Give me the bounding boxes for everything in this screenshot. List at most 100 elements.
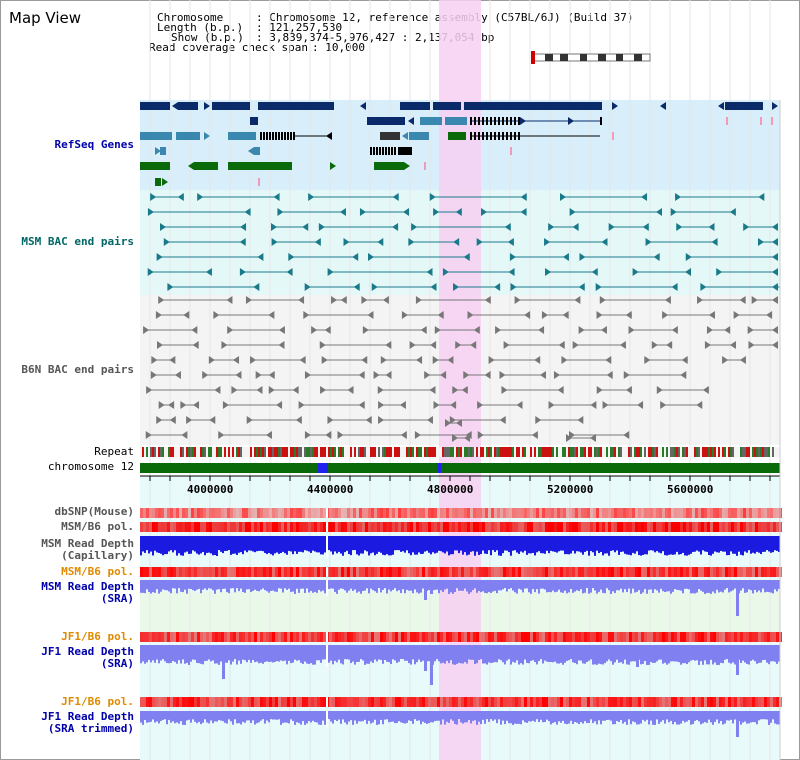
heat-cell bbox=[638, 522, 641, 532]
heat-cell bbox=[749, 567, 752, 577]
track-label-repeat[interactable]: Repeat bbox=[94, 445, 134, 458]
heat-cell bbox=[413, 508, 416, 518]
depth-bar bbox=[632, 645, 634, 662]
repeat-mark bbox=[212, 447, 214, 457]
heat-cell bbox=[509, 632, 512, 642]
depth-bar bbox=[414, 711, 416, 720]
track-label-msm-depth-sra-1[interactable]: MSM Read Depth bbox=[41, 580, 134, 593]
depth-bar bbox=[358, 536, 360, 556]
strand-arrow bbox=[150, 193, 157, 201]
heat-cell bbox=[737, 632, 740, 642]
repeat-mark bbox=[690, 447, 692, 457]
depth-bar bbox=[400, 580, 402, 594]
depth-bar bbox=[288, 645, 290, 661]
info-length-key: Length (b.p.) bbox=[157, 21, 244, 34]
track-label-chromosome[interactable]: chromosome 12 bbox=[47, 460, 134, 473]
heat-cell bbox=[485, 522, 488, 532]
repeat-mark bbox=[210, 447, 212, 457]
repeat-mark bbox=[668, 447, 670, 457]
strand-arrow bbox=[268, 386, 275, 394]
heat-cell bbox=[374, 632, 377, 642]
heat-cell bbox=[605, 567, 608, 577]
heat-cell bbox=[338, 522, 341, 532]
repeat-mark bbox=[376, 447, 378, 457]
heat-cell bbox=[155, 632, 158, 642]
heat-cell bbox=[404, 567, 407, 577]
heat-cell bbox=[653, 697, 656, 707]
heat-cell bbox=[443, 697, 446, 707]
heat-cell bbox=[218, 522, 221, 532]
heat-cell bbox=[599, 567, 602, 577]
depth-bar bbox=[146, 580, 148, 590]
depth-bar bbox=[504, 711, 506, 725]
depth-bar bbox=[540, 536, 542, 554]
depth-bar bbox=[412, 645, 414, 660]
strand-arrow bbox=[382, 296, 389, 304]
repeat-mark bbox=[622, 447, 624, 457]
track-label-jf1-b6-pol[interactable]: JF1/B6 pol. bbox=[61, 630, 134, 643]
depth-bar bbox=[310, 711, 312, 723]
track-label-jf1-depth-sra-1[interactable]: JF1 Read Depth bbox=[41, 645, 134, 658]
depth-bar bbox=[416, 580, 418, 593]
heat-cell bbox=[590, 508, 593, 518]
heat-cell bbox=[551, 697, 554, 707]
heat-cell bbox=[233, 522, 236, 532]
depth-bar bbox=[438, 711, 440, 721]
heat-cell bbox=[743, 567, 746, 577]
heat-cell bbox=[494, 567, 497, 577]
strand-arrow bbox=[501, 386, 508, 394]
track-label-msm-depth-capillary-1[interactable]: MSM Read Depth bbox=[41, 537, 134, 550]
depth-bar bbox=[536, 536, 538, 553]
track-label-dbsnp[interactable]: dbSNP(Mouse) bbox=[54, 505, 134, 518]
strand-arrow bbox=[367, 253, 374, 261]
heat-cell bbox=[575, 632, 578, 642]
track-label-jf1-depth-trimmed-1[interactable]: JF1 Read Depth bbox=[41, 710, 134, 723]
strand-arrow bbox=[331, 296, 338, 304]
heat-cell bbox=[428, 697, 431, 707]
strand-arrow bbox=[320, 386, 327, 394]
heat-cell bbox=[710, 522, 713, 532]
depth-bar bbox=[524, 536, 526, 551]
heat-cell bbox=[482, 697, 485, 707]
strand-arrow bbox=[420, 326, 427, 334]
repeat-mark bbox=[260, 447, 262, 457]
track-label-refseq[interactable]: RefSeq Genes bbox=[54, 138, 134, 151]
depth-bar bbox=[766, 711, 768, 720]
depth-bar bbox=[264, 536, 266, 553]
strand-arrow bbox=[248, 147, 254, 155]
depth-bar bbox=[140, 645, 142, 664]
heat-cell bbox=[155, 567, 158, 577]
depth-bar bbox=[194, 536, 196, 552]
depth-bar bbox=[314, 536, 316, 552]
depth-bar bbox=[494, 580, 496, 591]
track-label-msm-bac[interactable]: MSM BAC end pairs bbox=[21, 235, 134, 248]
heat-cell bbox=[686, 567, 689, 577]
strand-arrow bbox=[596, 386, 603, 394]
depth-bar bbox=[244, 580, 246, 593]
strand-arrow bbox=[606, 371, 613, 379]
heat-cell bbox=[380, 697, 383, 707]
depth-bar bbox=[238, 536, 240, 553]
heat-cell bbox=[680, 567, 683, 577]
track-label-msm-b6-pol[interactable]: MSM/B6 pol. bbox=[61, 520, 134, 533]
depth-bar bbox=[676, 536, 678, 552]
heat-cell bbox=[419, 522, 422, 532]
heat-cell bbox=[275, 632, 278, 642]
depth-bar bbox=[206, 536, 208, 553]
repeat-mark bbox=[222, 447, 224, 457]
heat-cell bbox=[650, 522, 653, 532]
heat-cell bbox=[482, 508, 485, 518]
heat-cell bbox=[503, 508, 506, 518]
track-label-jf1-b6-pol-2[interactable]: JF1/B6 pol. bbox=[61, 695, 134, 708]
depth-bar bbox=[542, 711, 544, 723]
heat-cell bbox=[497, 522, 500, 532]
depth-bar bbox=[446, 536, 448, 552]
strand-arrow bbox=[605, 356, 612, 364]
track-label-b6n-bac[interactable]: B6N BAC end pairs bbox=[21, 363, 134, 376]
track-label-msm-b6-pol-2[interactable]: MSM/B6 pol. bbox=[61, 565, 134, 578]
exon-mark bbox=[263, 132, 265, 140]
depth-bar bbox=[732, 536, 734, 554]
strand-arrow bbox=[221, 341, 228, 349]
depth-bar bbox=[342, 536, 344, 556]
